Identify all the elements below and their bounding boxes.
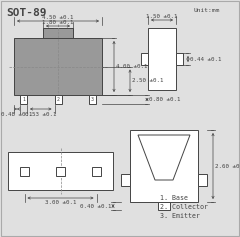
Text: Unit:mm: Unit:mm: [194, 8, 220, 13]
Text: 2: 2: [57, 97, 60, 102]
Text: SOT-89: SOT-89: [6, 8, 47, 18]
Bar: [54, 95, 61, 104]
Text: 1: 1: [22, 97, 25, 102]
Text: 1.80 ±0.1: 1.80 ±0.1: [42, 19, 74, 24]
Text: 3. Emitter: 3. Emitter: [160, 213, 200, 219]
Polygon shape: [138, 135, 190, 180]
Bar: [20, 167, 29, 176]
Bar: [176, 53, 183, 65]
Text: 2. Collector: 2. Collector: [160, 204, 208, 210]
Bar: [130, 130, 198, 202]
Text: 1. Base: 1. Base: [160, 195, 188, 201]
Bar: [56, 167, 65, 176]
Bar: [89, 95, 96, 104]
Bar: [148, 28, 176, 90]
Text: 0.80 ±0.1: 0.80 ±0.1: [149, 97, 180, 102]
Text: 4.00 ±0.1: 4.00 ±0.1: [116, 64, 148, 69]
Bar: [20, 95, 27, 104]
Bar: [43, 28, 73, 38]
Text: 3.00 ±0.1: 3.00 ±0.1: [45, 201, 76, 205]
Text: 2.60 ±0.1: 2.60 ±0.1: [215, 164, 240, 169]
Bar: [141, 53, 148, 65]
Bar: [121, 174, 130, 186]
Text: 0.53 ±0.1: 0.53 ±0.1: [25, 111, 56, 117]
Text: 4.50 ±0.1: 4.50 ±0.1: [42, 14, 74, 19]
Bar: [92, 167, 101, 176]
Text: 3: 3: [91, 97, 94, 102]
Bar: [14, 38, 102, 95]
Text: 0.48 ±0.1: 0.48 ±0.1: [1, 111, 33, 117]
Text: 0.44 ±0.1: 0.44 ±0.1: [190, 56, 222, 61]
Text: 0.40 ±0.1: 0.40 ±0.1: [79, 204, 111, 209]
Bar: [198, 174, 207, 186]
Bar: [8, 152, 113, 190]
Bar: [158, 202, 170, 210]
Text: 2.50 ±0.1: 2.50 ±0.1: [132, 78, 163, 83]
Text: 1.50 ±0.1: 1.50 ±0.1: [146, 14, 178, 18]
